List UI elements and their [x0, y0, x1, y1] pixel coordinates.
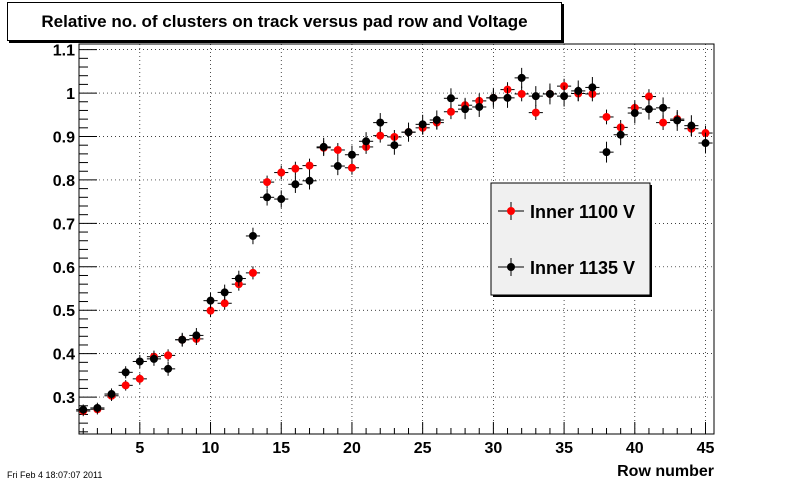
data-points	[76, 67, 713, 417]
y-tick-label: 1	[66, 86, 75, 103]
data-point	[291, 164, 300, 173]
data-point	[489, 93, 498, 102]
data-point	[234, 274, 243, 283]
x-tick-label: 45	[697, 440, 715, 457]
data-point	[588, 83, 597, 92]
data-point	[659, 118, 668, 127]
data-point	[376, 118, 385, 127]
data-point	[644, 92, 653, 101]
data-point	[107, 390, 116, 399]
data-point	[319, 142, 328, 151]
y-tick-label: 0.9	[53, 130, 75, 147]
data-point	[376, 131, 385, 140]
data-point	[333, 145, 342, 154]
data-point	[248, 268, 257, 277]
data-point	[347, 150, 356, 159]
data-point	[164, 351, 173, 360]
data-point	[446, 94, 455, 103]
data-point	[446, 107, 455, 116]
chart-title: Relative no. of clusters on track versus…	[7, 2, 562, 41]
data-point	[517, 89, 526, 98]
data-point	[531, 108, 540, 117]
y-tick-label: 0.3	[53, 390, 75, 407]
y-tick-label: 0.8	[53, 173, 75, 190]
data-point	[602, 148, 611, 157]
legend-entry: Inner 1100 V	[498, 202, 635, 222]
data-point	[362, 137, 371, 146]
legend-entry: Inner 1135 V	[498, 258, 635, 278]
data-point	[616, 130, 625, 139]
data-point	[121, 368, 130, 377]
data-point	[701, 139, 710, 148]
data-point	[178, 335, 187, 344]
data-point	[277, 168, 286, 177]
data-point	[93, 403, 102, 412]
timestamp: Fri Feb 4 18:07:07 2011	[7, 470, 103, 480]
x-tick-label: 25	[414, 440, 432, 457]
data-point	[220, 288, 229, 297]
y-tick-label: 0.7	[53, 216, 75, 233]
data-point	[461, 105, 470, 114]
x-tick-label: 40	[626, 440, 644, 457]
data-point	[517, 73, 526, 82]
data-point	[164, 364, 173, 373]
data-point	[630, 109, 639, 118]
y-tick-label: 0.6	[53, 260, 75, 277]
data-point	[333, 162, 342, 171]
data-point	[574, 86, 583, 95]
data-point	[659, 103, 668, 112]
x-tick-label: 15	[272, 440, 290, 457]
x-tick-label: 20	[343, 440, 361, 457]
legend-label: Inner 1135 V	[530, 258, 635, 278]
legend: Inner 1100 V Inner 1135 V	[490, 182, 652, 297]
data-point	[149, 354, 158, 363]
legend-marker	[507, 207, 515, 215]
data-point	[206, 306, 215, 315]
data-point	[390, 141, 399, 150]
x-axis-label: Row number	[617, 463, 714, 480]
data-point	[135, 374, 144, 383]
x-tick-label: 30	[484, 440, 502, 457]
data-point	[192, 331, 201, 340]
data-point	[418, 120, 427, 129]
data-point	[644, 105, 653, 114]
data-point	[602, 112, 611, 121]
data-point	[673, 116, 682, 125]
y-tick-label: 0.4	[53, 347, 75, 364]
data-point	[305, 176, 314, 185]
x-tick-label: 5	[135, 440, 144, 457]
y-tick-label: 0.5	[53, 303, 75, 320]
data-point	[277, 195, 286, 204]
data-point	[545, 89, 554, 98]
grid-lines	[79, 44, 714, 434]
data-point	[305, 161, 314, 170]
plot-frame	[78, 43, 715, 435]
data-point	[121, 381, 130, 390]
data-point	[206, 296, 215, 305]
data-point	[347, 163, 356, 172]
data-point	[687, 121, 696, 130]
data-point	[475, 102, 484, 111]
data-point	[404, 128, 413, 137]
data-point	[263, 193, 272, 202]
data-point	[503, 93, 512, 102]
data-point	[135, 357, 144, 366]
legend-label: Inner 1100 V	[530, 202, 635, 222]
legend-marker	[507, 263, 515, 271]
series-1	[76, 67, 713, 415]
data-point	[79, 405, 88, 414]
axes: 5 10 15 20 25 30 35 40 45 0.3 0.4 0.5 0.6 0.7 0.8 0.9 1 1…	[53, 43, 715, 457]
data-point	[291, 180, 300, 189]
x-tick-label: 10	[202, 440, 220, 457]
data-point	[531, 92, 540, 101]
y-tick-label: 1.1	[53, 43, 75, 60]
data-point	[220, 299, 229, 308]
data-point	[560, 92, 569, 101]
x-tick-label: 35	[555, 440, 573, 457]
data-point	[432, 116, 441, 125]
data-point	[263, 178, 272, 187]
data-point	[248, 231, 257, 240]
